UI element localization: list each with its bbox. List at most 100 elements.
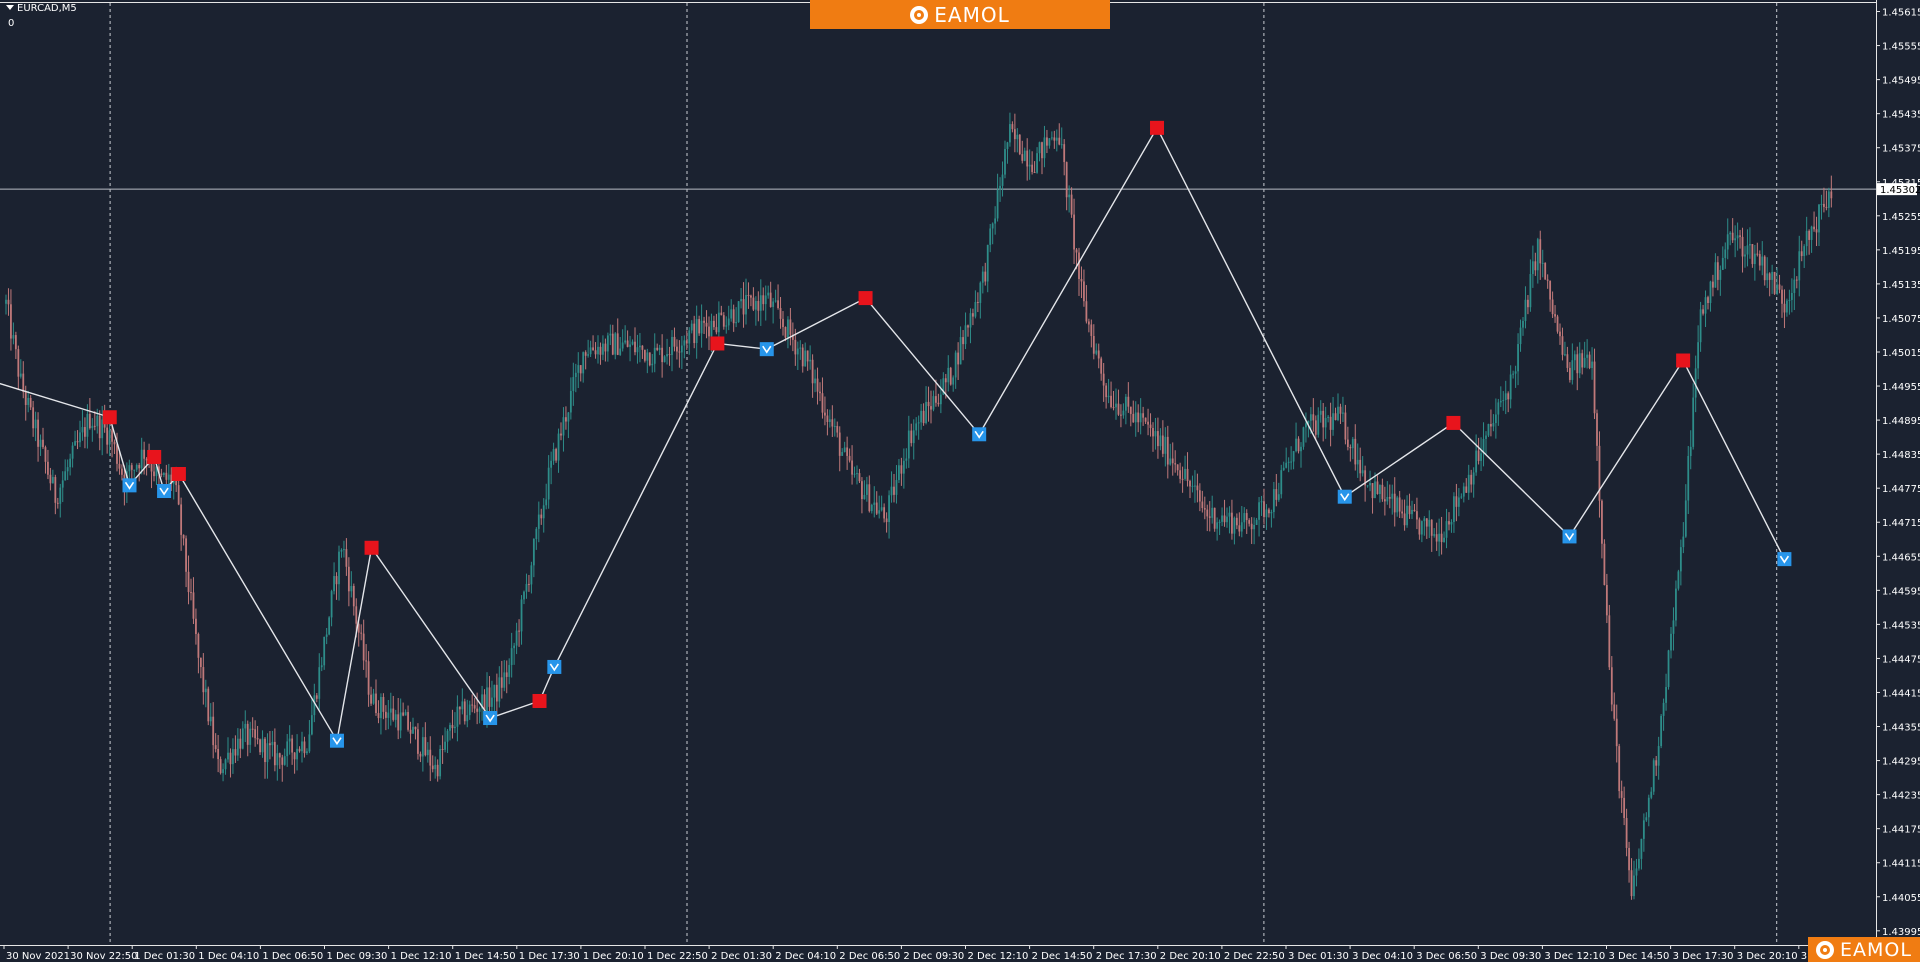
- candle-body: [308, 734, 311, 752]
- candle-body: [969, 313, 972, 328]
- candle-body: [1376, 481, 1379, 495]
- candle-body: [330, 591, 333, 618]
- candle-body: [643, 349, 646, 361]
- time-tick-label: 1 Dec 04:10: [198, 951, 259, 962]
- candle-body: [917, 422, 920, 424]
- candle-body: [1371, 483, 1374, 499]
- candle-body: [1356, 459, 1359, 465]
- candle-body: [1440, 533, 1443, 543]
- candle-body: [303, 741, 306, 754]
- candle-body: [863, 494, 866, 500]
- time-tick-label: 2 Dec 14:50: [1032, 951, 1093, 962]
- candle-body: [1598, 445, 1601, 501]
- candle-body: [841, 451, 844, 456]
- candle-body: [806, 350, 809, 362]
- candle-body: [831, 419, 834, 427]
- price-tick-label: 1.44415: [1882, 688, 1920, 699]
- candle-body: [727, 318, 730, 326]
- candle-body: [1070, 194, 1073, 215]
- candle-body: [789, 319, 792, 335]
- candle-body: [1216, 522, 1219, 529]
- candle-body: [1689, 446, 1692, 456]
- candle-body: [1235, 517, 1238, 526]
- candle-body: [796, 348, 799, 355]
- high-square: [147, 449, 162, 464]
- candle-body: [974, 302, 977, 317]
- candle-body: [199, 657, 202, 668]
- candle-body: [1716, 262, 1719, 280]
- candle-body: [421, 737, 424, 757]
- candle-body: [281, 757, 284, 765]
- candle-body: [878, 510, 881, 514]
- candle-body: [382, 696, 385, 712]
- candle-body: [1605, 584, 1608, 616]
- candle-body: [1758, 254, 1761, 266]
- high-square: [1446, 415, 1461, 430]
- candle-body: [1137, 412, 1140, 423]
- candle-body: [1080, 279, 1083, 282]
- candle-body: [1105, 385, 1108, 398]
- check-icon: [1779, 555, 1790, 564]
- candle-body: [1726, 234, 1729, 250]
- candle-body: [836, 425, 839, 433]
- candle-body: [325, 634, 328, 637]
- candle-body: [1364, 470, 1367, 486]
- candle-body: [1009, 124, 1011, 143]
- candle-body: [1642, 820, 1645, 839]
- time-tick-label: 3 Dec 09:30: [1480, 951, 1541, 962]
- candle-body: [1058, 137, 1061, 145]
- candle-body: [426, 749, 429, 756]
- candle-body: [1248, 520, 1251, 524]
- candle-body: [1684, 500, 1687, 537]
- candle-body: [1667, 650, 1670, 688]
- price-tick-label: 1.45555: [1882, 42, 1920, 53]
- candle-body: [861, 481, 863, 500]
- candle-body: [1085, 301, 1088, 322]
- candle-body: [915, 423, 918, 431]
- dropdown-arrow-icon[interactable]: [6, 5, 14, 10]
- candle-body: [1736, 235, 1739, 239]
- candle-body: [441, 748, 444, 750]
- symbol-label[interactable]: EURCAD,M5: [6, 3, 77, 15]
- candle-body: [389, 708, 392, 713]
- candle-body: [1805, 230, 1808, 247]
- price-tick-label: 1.44355: [1882, 723, 1920, 734]
- time-tick-label: 1 Dec 22:50: [647, 951, 708, 962]
- candle-body: [1541, 262, 1544, 264]
- candle-body: [1823, 203, 1825, 207]
- candle-body: [24, 391, 27, 405]
- candle-body: [910, 430, 913, 444]
- candle-body: [579, 365, 582, 374]
- candle-body: [1608, 615, 1611, 668]
- candle-body: [1502, 400, 1505, 402]
- candle-body: [1509, 374, 1512, 400]
- candle-body: [1297, 438, 1300, 452]
- candle-body: [900, 465, 903, 474]
- candle-body: [1300, 446, 1302, 452]
- candle-body: [291, 738, 294, 753]
- candle-body: [1023, 150, 1026, 161]
- price-tick-label: 1.44895: [1882, 416, 1920, 427]
- candle-body: [952, 377, 955, 385]
- candle-body: [1497, 402, 1500, 415]
- candle-body: [954, 352, 957, 378]
- candle-body: [1810, 226, 1813, 240]
- candle-body: [1095, 350, 1098, 354]
- candle-body: [414, 726, 417, 730]
- candle-body: [932, 396, 935, 410]
- time-tick-label: 3 Dec 12:10: [1544, 951, 1605, 962]
- candle-body: [540, 514, 543, 519]
- time-tick-label: 1 Dec 14:50: [455, 951, 516, 962]
- candle-body: [1771, 271, 1774, 280]
- candle-body: [791, 334, 794, 340]
- candle-body: [1403, 513, 1406, 526]
- candle-body: [984, 271, 987, 282]
- candle-body: [1677, 571, 1680, 589]
- candle-body: [1268, 509, 1270, 514]
- candle-body: [461, 701, 464, 710]
- candle-body: [424, 737, 427, 756]
- candle-body: [259, 739, 261, 753]
- candle-body: [1731, 232, 1734, 241]
